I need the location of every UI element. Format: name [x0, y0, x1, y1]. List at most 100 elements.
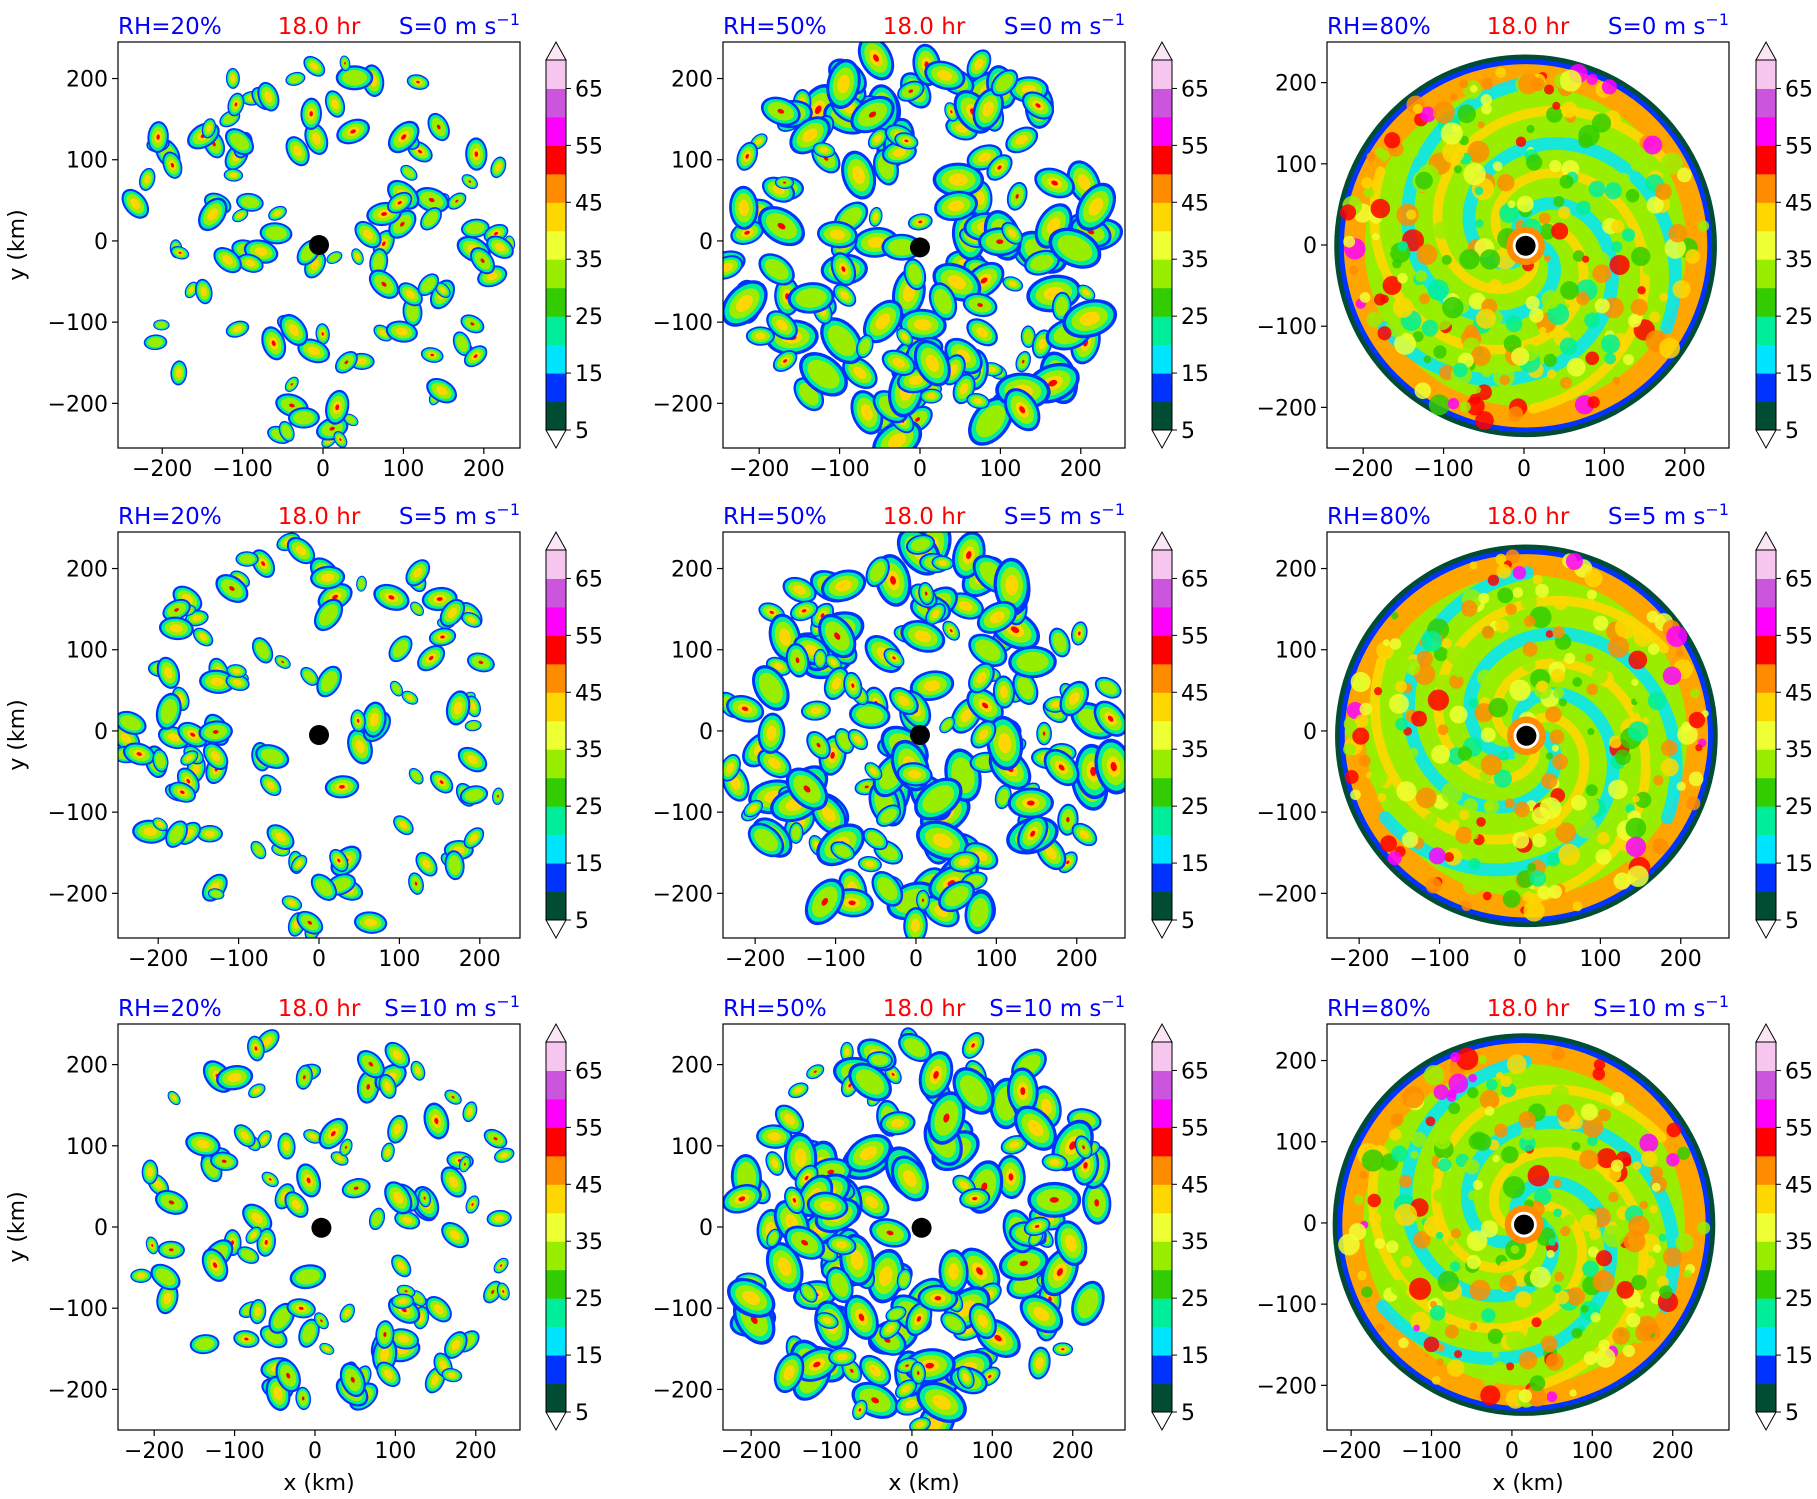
echo-cell: [155, 692, 182, 730]
cell-mid: [1055, 296, 1068, 317]
echo-cell: [828, 1347, 857, 1367]
echo-cell: [1676, 781, 1686, 792]
echo-cell: [406, 74, 430, 90]
echo-cell: [1584, 598, 1596, 610]
cell-core: [402, 1216, 412, 1224]
echo-cell: [242, 1203, 273, 1233]
cell-mid: [240, 196, 260, 209]
cell-core: [1069, 692, 1080, 705]
cell-core: [467, 617, 476, 623]
cell-core: [853, 366, 867, 379]
echo-cell: [329, 848, 349, 873]
cell-core: [982, 101, 994, 117]
echo-cell: [896, 762, 933, 787]
cell-mid: [1077, 1288, 1099, 1319]
cell-peak: [337, 858, 341, 863]
cell-core: [392, 1050, 402, 1060]
echo-cell: [1685, 249, 1700, 264]
cell-core: [1038, 338, 1046, 350]
cell-core: [230, 74, 236, 83]
echo-cell: [281, 895, 303, 911]
echo-cell: [812, 142, 836, 158]
y-tick-label: 0: [94, 1216, 108, 1241]
echo-cell: [310, 873, 338, 901]
colorbar-tick-label: 15: [1785, 362, 1813, 387]
cell-peak: [229, 586, 235, 591]
cell-peak: [905, 1364, 909, 1367]
cell-peak: [478, 660, 484, 664]
echo-cell: [1526, 124, 1535, 134]
echo-cell: [1532, 833, 1547, 848]
echo-cell: [279, 313, 309, 347]
echo-cell: [387, 1114, 408, 1144]
echo-cell: [1499, 374, 1510, 386]
echo-cell: [1027, 1181, 1082, 1218]
echo-cell: [157, 1240, 185, 1259]
cell-core: [861, 404, 873, 421]
y-tick-label: −100: [653, 311, 713, 336]
y-tick-label: 100: [1275, 153, 1317, 178]
echo-cell: [423, 1102, 450, 1140]
echo-cell: [1531, 77, 1545, 92]
echo-cell: [876, 804, 902, 827]
cell-peak: [980, 277, 988, 284]
echo-cell: [375, 1320, 395, 1349]
cell-core: [938, 560, 947, 566]
cell-core: [357, 358, 367, 365]
colorbar-segment: [1152, 259, 1172, 289]
echo-cell: [862, 299, 904, 344]
echo-cell: [1653, 775, 1664, 786]
echo-cell: [856, 334, 874, 359]
echo-cell: [1584, 306, 1592, 314]
colorbar-segment: [546, 344, 566, 374]
echo-cell: [986, 154, 1013, 181]
echo-cell: [1521, 594, 1537, 611]
echo-cell: [1601, 334, 1621, 354]
echo-cell: [1361, 177, 1373, 189]
cell-core: [137, 1273, 145, 1279]
cell-peak: [977, 303, 983, 307]
echo-cell: [1071, 822, 1098, 847]
echo-cell: [251, 637, 274, 664]
cell-core: [251, 1212, 263, 1224]
cell-mid: [288, 74, 303, 84]
echo-cell: [913, 339, 951, 387]
colorbar-tick-label: 25: [1785, 305, 1813, 330]
cell-core: [794, 1087, 803, 1094]
echo-cell: [1449, 819, 1460, 829]
cell-core: [874, 134, 882, 143]
echo-cell: [932, 162, 985, 197]
echo-cell: [1498, 750, 1510, 761]
colorbar-tick-label: 65: [1181, 567, 1209, 592]
echo-cell: [889, 686, 919, 716]
echo-cell: [1394, 332, 1417, 355]
echo-cell: [1630, 298, 1648, 316]
echo-cell: [1551, 647, 1566, 662]
echo-cell: [353, 911, 388, 934]
cell-core: [274, 210, 281, 216]
echo-cell: [343, 413, 359, 427]
cell-core: [321, 573, 335, 582]
cell-peak: [301, 1396, 305, 1401]
echo-cell: [871, 870, 904, 907]
colorbar-tick-label: 45: [1785, 191, 1813, 216]
echo-cell: [268, 205, 287, 221]
cell-peak: [769, 610, 774, 615]
echo-cell: [1382, 276, 1402, 295]
echo-cell: [826, 59, 861, 109]
echo-cell: [1463, 798, 1478, 813]
echo-cell: [806, 1064, 825, 1080]
cell-mid: [240, 1249, 256, 1261]
cell-peak: [745, 153, 749, 159]
cell-mid: [1057, 235, 1093, 262]
panel-title-shear: S=5 m s−1: [1608, 500, 1729, 530]
echo-cell: [1541, 772, 1558, 789]
colorbar-tick-label: 65: [1181, 77, 1209, 102]
echo-cell: [1359, 292, 1371, 303]
echo-cell: [1467, 140, 1490, 163]
echo-cell: [1545, 706, 1562, 723]
cell-core: [978, 729, 989, 740]
echo-cell: [1412, 104, 1423, 114]
echo-cell: [196, 825, 224, 843]
echo-cell: [369, 248, 389, 277]
